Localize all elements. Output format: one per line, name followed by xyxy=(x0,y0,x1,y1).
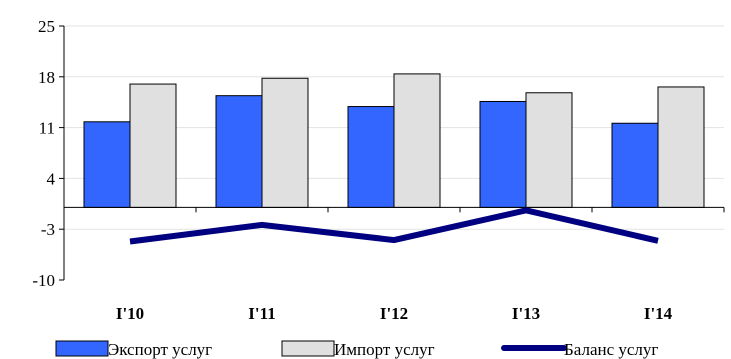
x-tick-label: I'13 xyxy=(512,304,540,323)
y-tick-label: -3 xyxy=(41,220,55,239)
bar-export xyxy=(83,121,131,208)
legend-swatch-import xyxy=(281,340,335,357)
y-tick-label: -10 xyxy=(32,271,55,290)
bar-export xyxy=(347,106,395,208)
bar-import xyxy=(393,73,441,208)
legend-label: Экспорт услуг xyxy=(108,340,212,359)
x-tick-labels: I'10 I'11 I'12 I'13 I'14 xyxy=(116,304,673,323)
legend: Экспорт услуг Импорт услуг Баланс услуг xyxy=(55,340,658,359)
bar-import xyxy=(525,92,573,208)
bar-import xyxy=(261,77,309,208)
legend-label: Баланс услуг xyxy=(564,340,658,359)
x-tick-label: I'10 xyxy=(116,304,144,323)
y-tick-label: 25 xyxy=(38,17,55,36)
axes xyxy=(59,25,725,281)
x-tick-label: I'12 xyxy=(380,304,408,323)
legend-label: Импорт услуг xyxy=(334,340,435,359)
bar-export xyxy=(479,100,527,208)
x-tick-label: I'11 xyxy=(248,304,275,323)
legend-swatch-export xyxy=(55,340,109,357)
bars xyxy=(83,73,705,208)
balance-line xyxy=(129,207,659,245)
bar-export xyxy=(611,122,659,208)
bar-export xyxy=(215,95,263,208)
y-tick-labels: -10 -3 4 11 18 25 xyxy=(32,17,55,290)
x-tick-label: I'14 xyxy=(644,304,673,323)
balance-line-layer xyxy=(129,207,659,245)
y-tick-label: 11 xyxy=(39,119,55,138)
y-tick-label: 18 xyxy=(38,68,55,87)
bar-import xyxy=(657,86,705,208)
y-tick-label: 4 xyxy=(47,169,56,188)
bar-import xyxy=(129,83,177,208)
